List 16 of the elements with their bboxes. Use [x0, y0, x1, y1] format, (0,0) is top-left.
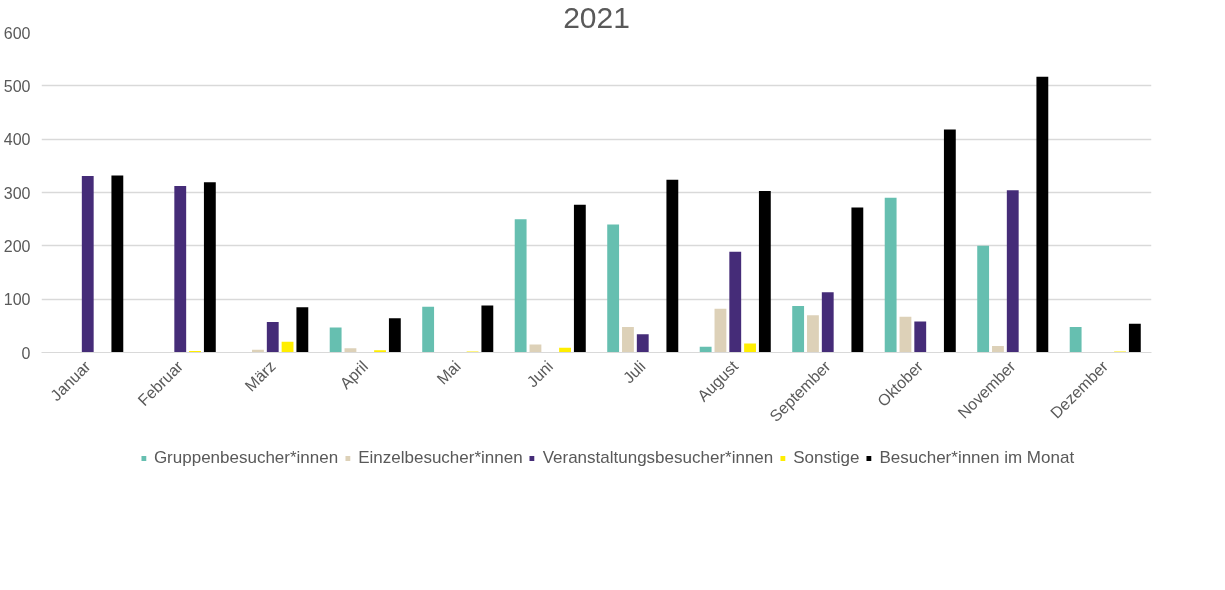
chart-title: 2021 — [563, 0, 630, 34]
x-tick-label: Juni — [523, 357, 557, 391]
x-tick-label: Juli — [619, 357, 649, 387]
legend-label: Gruppenbesucher*innen — [153, 448, 339, 468]
legend-label: Sonstige — [793, 448, 860, 468]
legend-label: Einzelbesucher*innen — [358, 448, 523, 468]
legend-label: Veranstaltungsbesucher*innen — [542, 448, 774, 468]
y-tick-label: 400 — [3, 131, 31, 149]
x-tick-label: Mai — [433, 357, 464, 388]
y-tick-label: 0 — [21, 344, 31, 362]
y-tick-label: 100 — [3, 291, 31, 309]
y-tick-label: 500 — [3, 77, 31, 95]
y-tick-label: 600 — [3, 24, 31, 42]
y-tick-label: 200 — [3, 237, 31, 255]
y-tick-label: 300 — [3, 184, 31, 202]
legend-label: Besucher*innen im Monat — [879, 448, 1075, 468]
